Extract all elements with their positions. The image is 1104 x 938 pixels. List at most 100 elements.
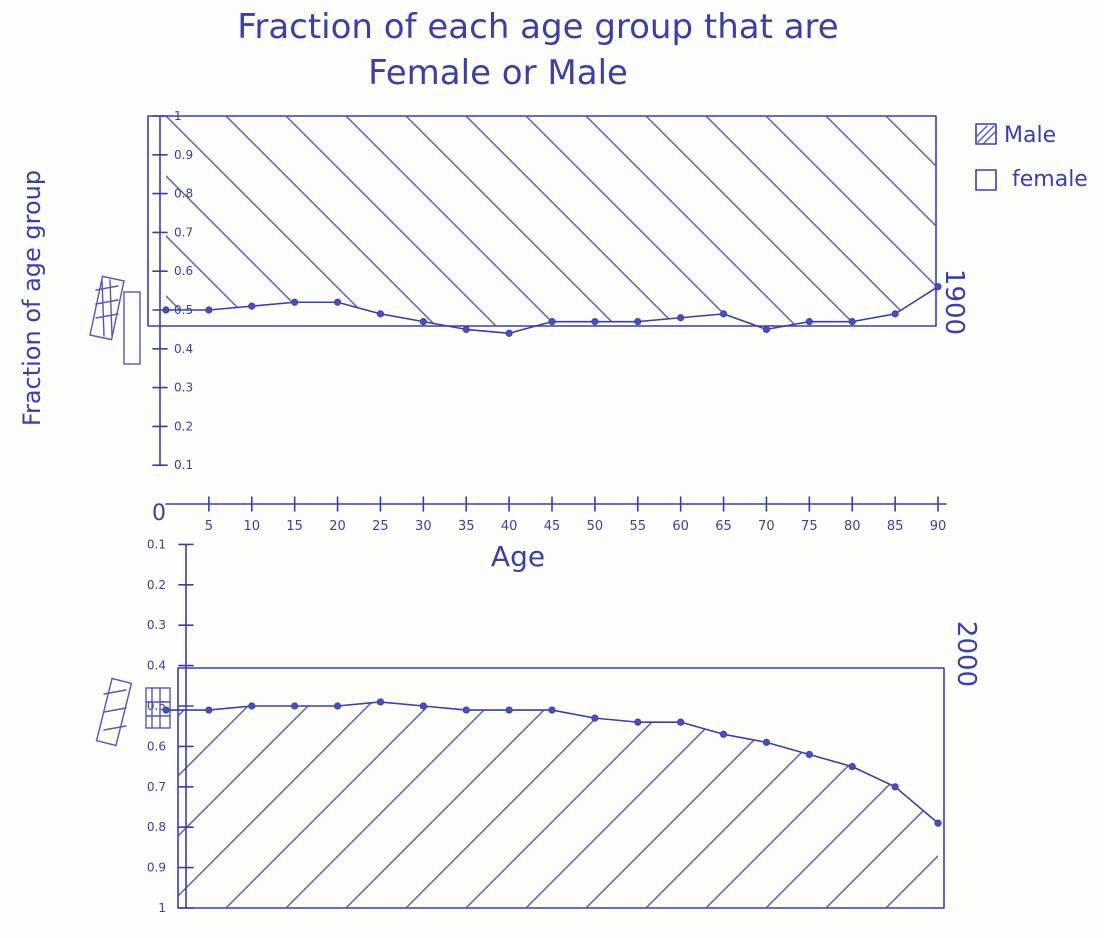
data-point xyxy=(248,302,256,310)
y-tick-label: 1 xyxy=(174,109,182,123)
y-tick-label: 0.6 xyxy=(147,739,166,753)
y-tick-label: 0.2 xyxy=(147,578,166,592)
x-tick-label: 90 xyxy=(930,519,947,534)
x-tick-label: 30 xyxy=(415,519,432,534)
y-tick-label: 0.4 xyxy=(174,342,193,356)
y-tick-label: 1 xyxy=(158,901,166,915)
x-tick-label: 40 xyxy=(501,519,518,534)
x-tick-label: 80 xyxy=(844,519,861,534)
x-tick-label: 70 xyxy=(758,519,775,534)
data-point xyxy=(291,298,299,306)
data-point xyxy=(719,310,728,318)
legend-label-female: female xyxy=(1012,167,1088,192)
year-label-2000: 2000 xyxy=(951,621,981,687)
data-point xyxy=(205,306,213,314)
y-tick-label: 0.3 xyxy=(174,381,193,395)
data-point xyxy=(934,819,942,827)
panel-2000-frame xyxy=(177,667,945,909)
panel-1900-frame xyxy=(147,115,937,327)
data-point xyxy=(719,730,728,738)
y-tick-label: 0.8 xyxy=(174,187,193,201)
x-tick-label: 50 xyxy=(587,519,604,534)
x-axis-label: Age xyxy=(491,540,545,573)
data-point xyxy=(291,702,299,710)
data-point xyxy=(419,702,427,710)
y-tick-label: 0.7 xyxy=(147,780,166,794)
data-point xyxy=(333,702,342,710)
x-tick-label: 60 xyxy=(672,519,689,534)
data-point xyxy=(162,706,170,714)
y-tick-label: 0.2 xyxy=(174,419,193,433)
legend-item-female: female xyxy=(975,167,1088,192)
data-point xyxy=(548,318,556,326)
hatch-lines xyxy=(166,116,936,326)
male-female-glyph-1900 xyxy=(89,275,141,365)
x-tick-label: 75 xyxy=(801,519,818,534)
data-point xyxy=(762,325,771,333)
x-tick-label: 35 xyxy=(458,519,475,534)
y-tick-label: 0.3 xyxy=(147,618,166,632)
data-point xyxy=(505,706,513,714)
data-point xyxy=(848,762,856,771)
data-point xyxy=(462,325,470,333)
data-point xyxy=(677,314,685,322)
series-1900 xyxy=(162,283,942,337)
legend-item-male: Male xyxy=(975,123,1056,148)
panel-2000: 0.10.20.30.40.50.60.70.80.91 2000 xyxy=(95,537,981,915)
data-point xyxy=(891,783,899,791)
data-point xyxy=(677,718,685,726)
y-tick-label: 0.7 xyxy=(174,225,193,239)
data-point xyxy=(805,750,813,759)
x-axis: 0 5 10 15 20 25 30 35 40 45 50 55 60 65 70 75 80 85 90 Ag… xyxy=(152,496,947,573)
data-point xyxy=(805,318,813,326)
data-point xyxy=(462,706,470,714)
x-tick-label: 5 xyxy=(205,519,213,534)
x-tick-label: 85 xyxy=(887,519,904,534)
x-tick-label: 20 xyxy=(329,519,346,534)
data-point xyxy=(891,310,899,318)
data-point xyxy=(591,714,599,722)
y-tick-label: 0.4 xyxy=(147,659,166,673)
y-axis-label: Fraction of age group xyxy=(18,170,46,426)
data-point xyxy=(634,318,642,326)
data-point xyxy=(162,306,170,314)
male-female-glyph-2000 xyxy=(95,677,171,747)
data-point xyxy=(634,718,642,726)
panel-1900: 0.10.20.30.40.50.60.70.80.91 1900 xyxy=(89,109,969,472)
male-area-1900 xyxy=(166,116,936,326)
data-point xyxy=(333,298,342,306)
data-point xyxy=(376,310,385,318)
y-tick-label: 0.8 xyxy=(147,820,166,834)
data-point xyxy=(548,706,556,714)
legend-swatch-empty xyxy=(975,169,997,191)
legend-swatch-hatched xyxy=(975,123,997,145)
legend-label-male: Male xyxy=(1004,123,1056,148)
series-2000 xyxy=(162,698,942,827)
legend: Male female xyxy=(975,123,1088,192)
data-point xyxy=(848,318,856,326)
x-tick-label: 25 xyxy=(372,519,389,534)
x-tick-label: 15 xyxy=(286,519,303,534)
x-tick-label: 55 xyxy=(630,519,647,534)
x-tick-label: 65 xyxy=(715,519,732,534)
y-tick-label: 0.9 xyxy=(147,861,166,875)
data-point xyxy=(205,706,213,714)
year-label-1900: 1900 xyxy=(939,269,969,335)
data-point xyxy=(419,318,427,326)
chart-title-line2: Female or Male xyxy=(368,53,628,93)
chart-title-line1: Fraction of each age group that are xyxy=(237,7,838,47)
y-tick-label: 0.1 xyxy=(147,537,166,551)
x-tick-label: 10 xyxy=(244,519,261,534)
y-axis-1900: 0.10.20.30.40.50.60.70.80.91 xyxy=(152,109,193,472)
data-point xyxy=(591,318,599,326)
data-point xyxy=(248,702,256,710)
y-tick-label: 0.6 xyxy=(174,264,193,278)
data-point xyxy=(934,283,942,291)
y-tick-label: 0.1 xyxy=(174,458,193,472)
data-point xyxy=(376,698,385,706)
x-axis-zero-label: 0 xyxy=(152,501,166,526)
x-tick-label: 45 xyxy=(544,519,561,534)
y-tick-label: 0.9 xyxy=(174,148,193,162)
data-point xyxy=(505,329,513,337)
